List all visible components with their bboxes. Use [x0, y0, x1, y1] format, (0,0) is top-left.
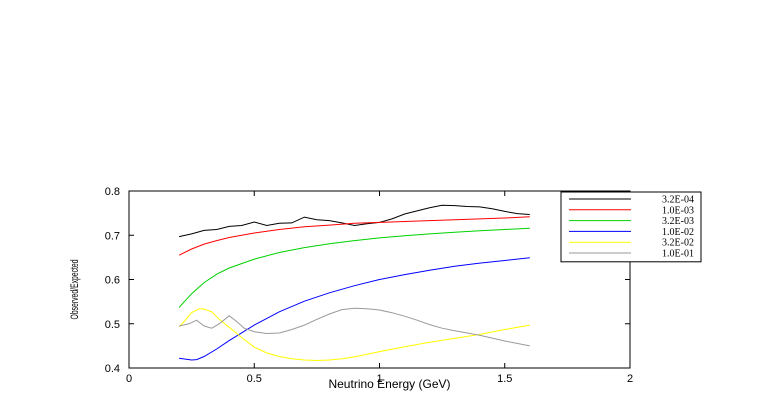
y-tick-label: 0.4: [105, 363, 120, 375]
legend: 3.2E-041.0E-033.2E-031.0E-023.2E-021.0E-…: [560, 191, 702, 263]
legend-label: 1.0E-02: [662, 227, 694, 238]
legend-label: 1.0E-03: [662, 205, 694, 216]
x-tick-label: 0: [126, 373, 132, 385]
x-axis-label: Neutrino Energy (GeV): [328, 377, 450, 391]
series-line-3.2E-03: [178, 227, 530, 308]
x-tick-label: 1.5: [497, 373, 512, 385]
legend-label: 3.2E-04: [662, 195, 694, 206]
series-line-1.0E-03: [178, 216, 530, 256]
series-layer: [178, 204, 530, 362]
y-tick-label: 0.7: [105, 230, 120, 242]
x-axis: 0 0.5 1 1.5 2: [126, 191, 633, 385]
y-axis: 0.4 0.5 0.6 0.7 0.8: [105, 186, 630, 375]
x-tick-label: 1: [376, 373, 382, 385]
series-line-3.2E-04: [178, 204, 530, 238]
legend-label: 3.2E-02: [662, 238, 694, 249]
y-tick-label: 0.6: [105, 275, 120, 287]
legend-label: 3.2E-03: [662, 216, 694, 227]
x-tick-label: 0.5: [247, 373, 262, 385]
x-tick-label: 2: [627, 373, 633, 385]
y-axis-label: Observed/Expected: [69, 260, 81, 320]
y-tick-label: 0.5: [105, 319, 120, 331]
series-line-1.0E-01: [178, 307, 530, 347]
series-line-3.2E-02: [178, 308, 530, 362]
legend-label: 1.0E-01: [662, 249, 694, 260]
legend-box: [560, 191, 702, 263]
series-line-1.0E-02: [179, 257, 530, 361]
y-tick-label: 0.8: [105, 186, 120, 198]
